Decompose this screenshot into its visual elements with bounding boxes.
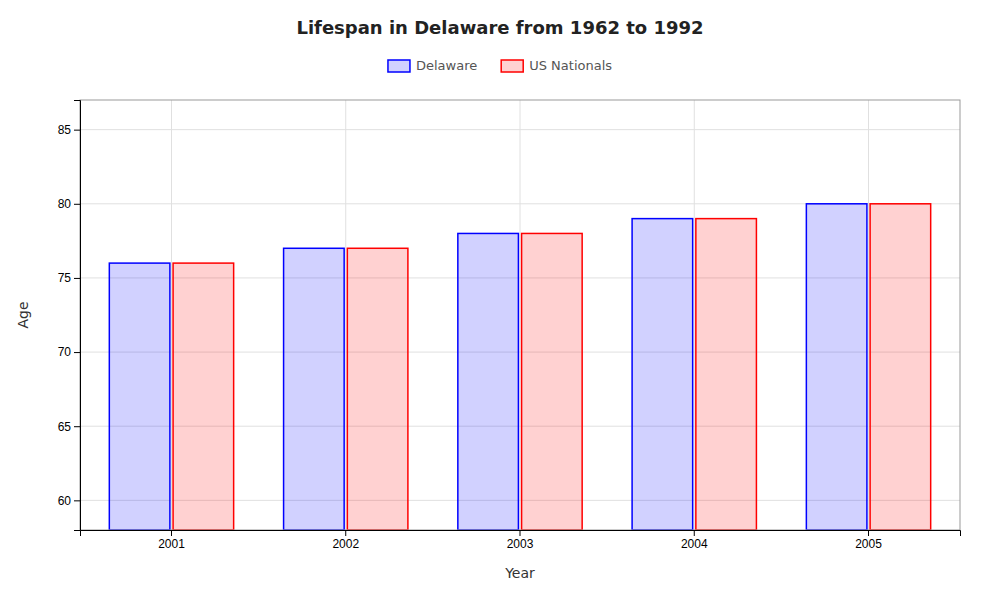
x-tick-mark [868,530,869,536]
x-tick: 2005 [855,530,882,551]
bar [696,219,757,530]
y-tick-mark [74,426,80,427]
x-tick-label: 2003 [507,537,534,551]
legend-label: Delaware [416,58,477,73]
y-tick: 60 [58,494,80,508]
x-tick-label: 2002 [332,537,359,551]
y-tick-mark [74,352,80,353]
y-tick-label: 70 [58,345,72,359]
x-tick-label: 2001 [158,537,185,551]
grid [80,100,960,530]
bar [109,263,170,530]
x-axis: 2001 2002 2003 2004 2005 [81,530,961,551]
grid-line-x [171,100,172,530]
bar-series [109,204,867,530]
x-tick: 2003 [507,530,534,551]
plot-frame [80,100,960,530]
y-tick-mark [74,278,80,279]
y-tick-mark [74,130,80,131]
y-tick-label: 85 [58,123,72,137]
bar [284,248,345,530]
x-tick-mark [520,530,521,536]
x-tick: 2001 [158,530,185,551]
y-tick-label: 75 [58,271,72,285]
grid-line-x [345,100,346,530]
legend-item: Delaware [388,58,477,73]
bar-series [173,204,931,530]
x-tick: 2002 [332,530,359,551]
bar [347,248,408,530]
y-tick: 85 [58,123,80,137]
bar [173,263,234,530]
y-tick-mark [74,204,80,205]
bar [806,204,867,530]
y-axis-title: Age [15,301,31,328]
bar [522,233,583,530]
x-axis-title: Year [504,565,535,581]
bar [870,204,931,530]
legend-item: US Nationals [501,58,612,73]
chart-title: Lifespan in Delaware from 1962 to 1992 [296,17,703,38]
y-tick-label: 65 [58,420,72,434]
bar [632,219,693,530]
y-tick-mark [74,500,80,501]
y-axis: 60 65 70 75 80 85 [58,101,81,531]
bars [109,204,930,530]
y-axis-line [74,101,81,531]
x-tick-mark [345,530,346,536]
grid-line-x [694,100,695,530]
y-tick: 75 [58,271,80,285]
legend-swatch [501,60,523,72]
chart: 2001 2002 2003 2004 2005 60 65 70 75 80 85 Year Age L… [0,0,1000,600]
x-tick-mark [694,530,695,536]
legend: Delaware US Nationals [388,58,612,73]
x-tick-label: 2005 [855,537,882,551]
y-tick: 80 [58,197,80,211]
legend-label: US Nationals [529,58,612,73]
y-tick: 65 [58,420,80,434]
bar [458,233,519,530]
x-tick-mark [171,530,172,536]
grid-line-x [868,100,869,530]
x-axis-line [81,531,961,537]
y-tick-label: 60 [58,494,72,508]
grid-line-x [520,100,521,530]
x-tick-label: 2004 [681,537,708,551]
y-tick: 70 [58,345,80,359]
x-tick: 2004 [681,530,708,551]
plot-area: 2001 2002 2003 2004 2005 60 65 70 75 80 85 [58,100,961,551]
legend-swatch [388,60,410,72]
y-tick-label: 80 [58,197,72,211]
